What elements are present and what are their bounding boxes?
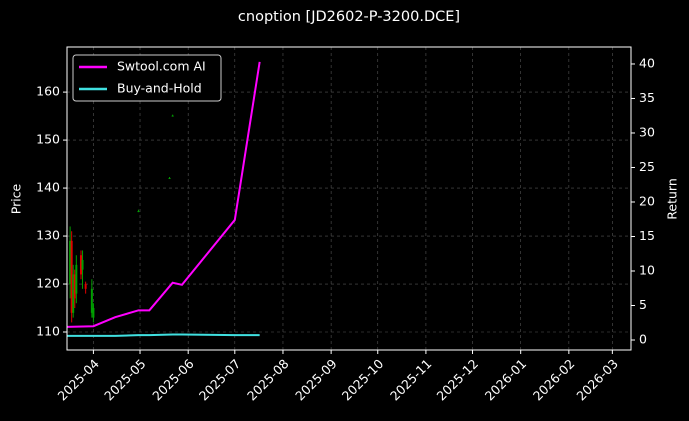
- y-tick-label: 140: [36, 180, 60, 195]
- plot-frame: [66, 46, 632, 351]
- candle-body: [168, 177, 171, 179]
- candle-body: [69, 240, 72, 285]
- y-tick-label: 110: [36, 324, 60, 339]
- y2-tick-label: 5: [639, 297, 647, 312]
- legend-label: Swtool.com AI: [117, 59, 206, 74]
- candle-body: [79, 255, 82, 275]
- series-line: [67, 333, 260, 337]
- y-tick-label: 160: [36, 84, 60, 99]
- legend-label: Buy-and-Hold: [117, 81, 202, 96]
- legend-box: [72, 54, 222, 102]
- candle-body: [92, 308, 95, 318]
- candle-body: [84, 284, 87, 289]
- candle-body: [81, 260, 84, 270]
- chart-title: cnoption [JD2602-P-3200.DCE]: [238, 9, 460, 25]
- y2-tick-label: 40: [639, 55, 655, 70]
- y2-tick-label: 30: [639, 124, 655, 139]
- candle-body: [90, 288, 93, 313]
- candle-body: [73, 274, 76, 299]
- y2-axis-label: Return: [665, 178, 680, 219]
- series-line: [66, 61, 261, 328]
- y2-tick-label: 15: [639, 228, 655, 243]
- y2-tick-label: 0: [639, 331, 647, 346]
- y2-tick-label: 35: [639, 90, 655, 105]
- candle-body: [72, 274, 75, 313]
- y-axis-label: Price: [9, 183, 24, 214]
- y-tick-label: 130: [36, 228, 60, 243]
- candle-body: [171, 115, 174, 117]
- y-tick-label: 150: [36, 132, 60, 147]
- candle-body: [70, 240, 73, 313]
- y-tick-label: 120: [36, 276, 60, 291]
- y2-tick-label: 10: [639, 262, 655, 277]
- candle-body: [137, 211, 140, 213]
- y2-tick-label: 25: [639, 159, 655, 174]
- candle-body: [75, 264, 78, 294]
- y2-tick-label: 20: [639, 193, 655, 208]
